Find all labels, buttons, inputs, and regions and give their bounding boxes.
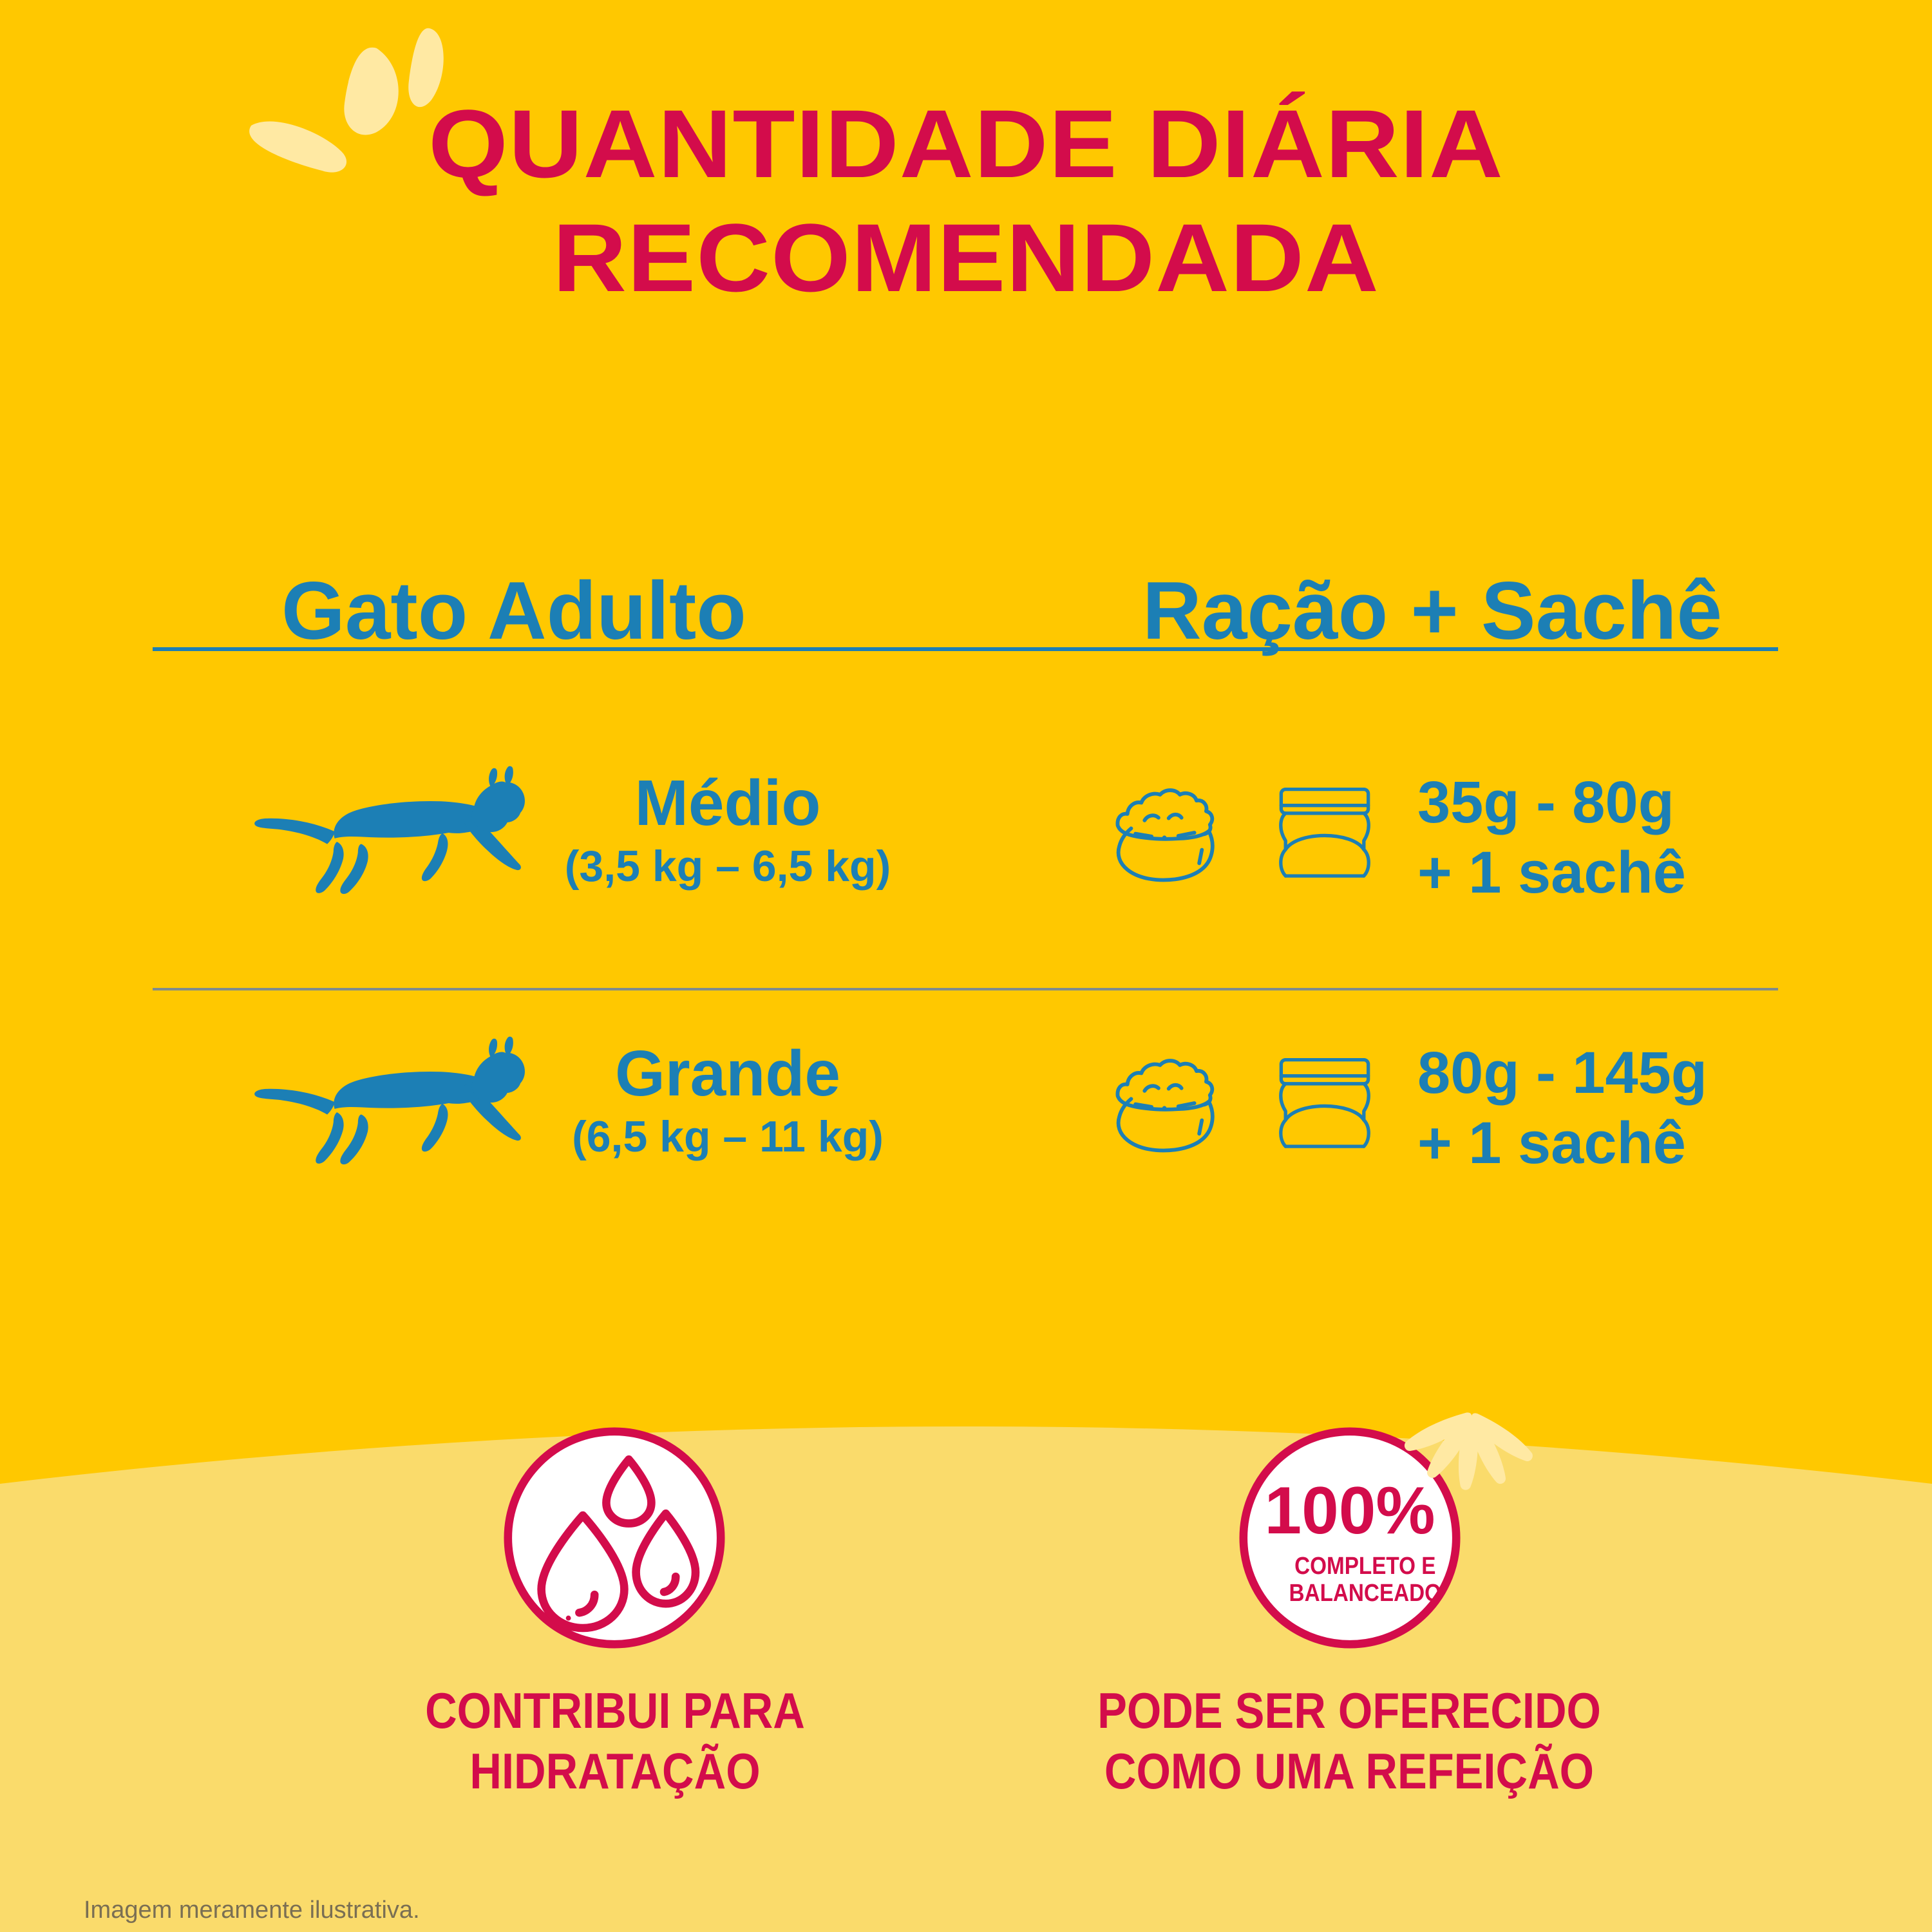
svg-text:COMPLETO E: COMPLETO E (1294, 1552, 1435, 1579)
svg-text:BALANCEADO: BALANCEADO (1289, 1579, 1441, 1606)
